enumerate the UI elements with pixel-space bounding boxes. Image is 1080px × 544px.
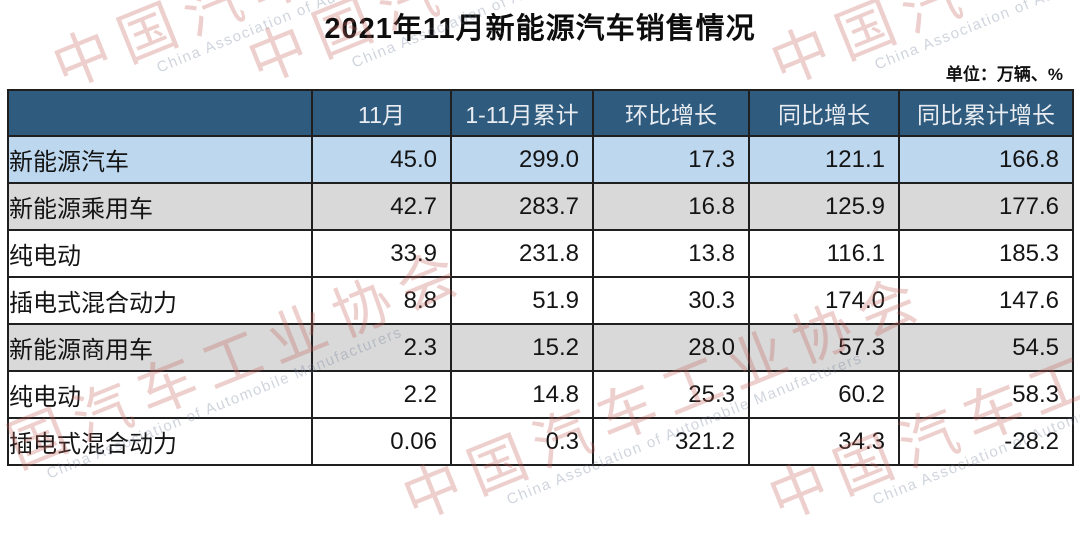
- value-cell: 15.2: [450, 323, 594, 372]
- value-cell: 121.1: [748, 135, 900, 184]
- row-label-cell: 新能源商用车: [7, 323, 313, 372]
- value-cell: 283.7: [450, 182, 594, 231]
- value-cell: 0.3: [450, 417, 594, 466]
- value-cell: 17.3: [592, 135, 750, 184]
- table-row: 新能源乘用车 42.7 283.7 16.8 125.9 177.6: [7, 182, 1074, 231]
- row-label-cell: 插电式混合动力: [7, 417, 313, 466]
- value-cell: 8.8: [311, 276, 452, 325]
- value-cell: 166.8: [898, 135, 1074, 184]
- value-cell: 147.6: [898, 276, 1074, 325]
- value-cell: 231.8: [450, 229, 594, 278]
- value-cell: 174.0: [748, 276, 900, 325]
- value-cell: 14.8: [450, 370, 594, 419]
- table-row: 插电式混合动力 8.8 51.9 30.3 174.0 147.6: [7, 276, 1074, 325]
- value-cell: -28.2: [898, 417, 1074, 466]
- value-cell: 45.0: [311, 135, 452, 184]
- table-row: 新能源汽车 45.0 299.0 17.3 121.1 166.8: [7, 135, 1074, 184]
- value-cell: 34.3: [748, 417, 900, 466]
- value-cell: 30.3: [592, 276, 750, 325]
- table-row: 纯电动 2.2 14.8 25.3 60.2 58.3: [7, 370, 1074, 419]
- value-cell: 2.2: [311, 370, 452, 419]
- value-cell: 0.06: [311, 417, 452, 466]
- row-label-cell: 纯电动: [7, 370, 313, 419]
- unit-label: 单位：万辆、%: [945, 65, 1063, 84]
- value-cell: 2.3: [311, 323, 452, 372]
- column-header-cumulative: 1-11月累计: [450, 89, 594, 137]
- row-label-cell: 新能源汽车: [7, 135, 313, 184]
- table-row: 纯电动 33.9 231.8 13.8 116.1 185.3: [7, 229, 1074, 278]
- value-cell: 58.3: [898, 370, 1074, 419]
- table-row: 新能源商用车 2.3 15.2 28.0 57.3 54.5: [7, 323, 1074, 372]
- table-row: 插电式混合动力 0.06 0.3 321.2 34.3 -28.2: [7, 417, 1074, 466]
- column-header-yoy-growth: 同比增长: [748, 89, 900, 137]
- value-cell: 125.9: [748, 182, 900, 231]
- value-cell: 13.8: [592, 229, 750, 278]
- row-label-cell: 新能源乘用车: [7, 182, 313, 231]
- value-cell: 54.5: [898, 323, 1074, 372]
- value-cell: 16.8: [592, 182, 750, 231]
- value-cell: 116.1: [748, 229, 900, 278]
- row-label-cell: 纯电动: [7, 229, 313, 278]
- value-cell: 33.9: [311, 229, 452, 278]
- column-header-yoy-cumulative-growth: 同比累计增长: [898, 89, 1074, 137]
- row-label-cell: 插电式混合动力: [7, 276, 313, 325]
- value-cell: 60.2: [748, 370, 900, 419]
- value-cell: 42.7: [311, 182, 452, 231]
- column-header-mom-growth: 环比增长: [592, 89, 750, 137]
- sales-table: 11月 1-11月累计 环比增长 同比增长 同比累计增长 新能源汽车 45.0 …: [7, 89, 1074, 466]
- value-cell: 299.0: [450, 135, 594, 184]
- value-cell: 28.0: [592, 323, 750, 372]
- value-cell: 185.3: [898, 229, 1074, 278]
- value-cell: 25.3: [592, 370, 750, 419]
- page-title: 2021年11月新能源汽车销售情况: [324, 13, 756, 45]
- value-cell: 177.6: [898, 182, 1074, 231]
- column-header-nov: 11月: [311, 89, 452, 137]
- header-row: 11月 1-11月累计 环比增长 同比增长 同比累计增长: [7, 89, 1074, 137]
- column-header-name: [7, 89, 313, 137]
- value-cell: 51.9: [450, 276, 594, 325]
- value-cell: 57.3: [748, 323, 900, 372]
- value-cell: 321.2: [592, 417, 750, 466]
